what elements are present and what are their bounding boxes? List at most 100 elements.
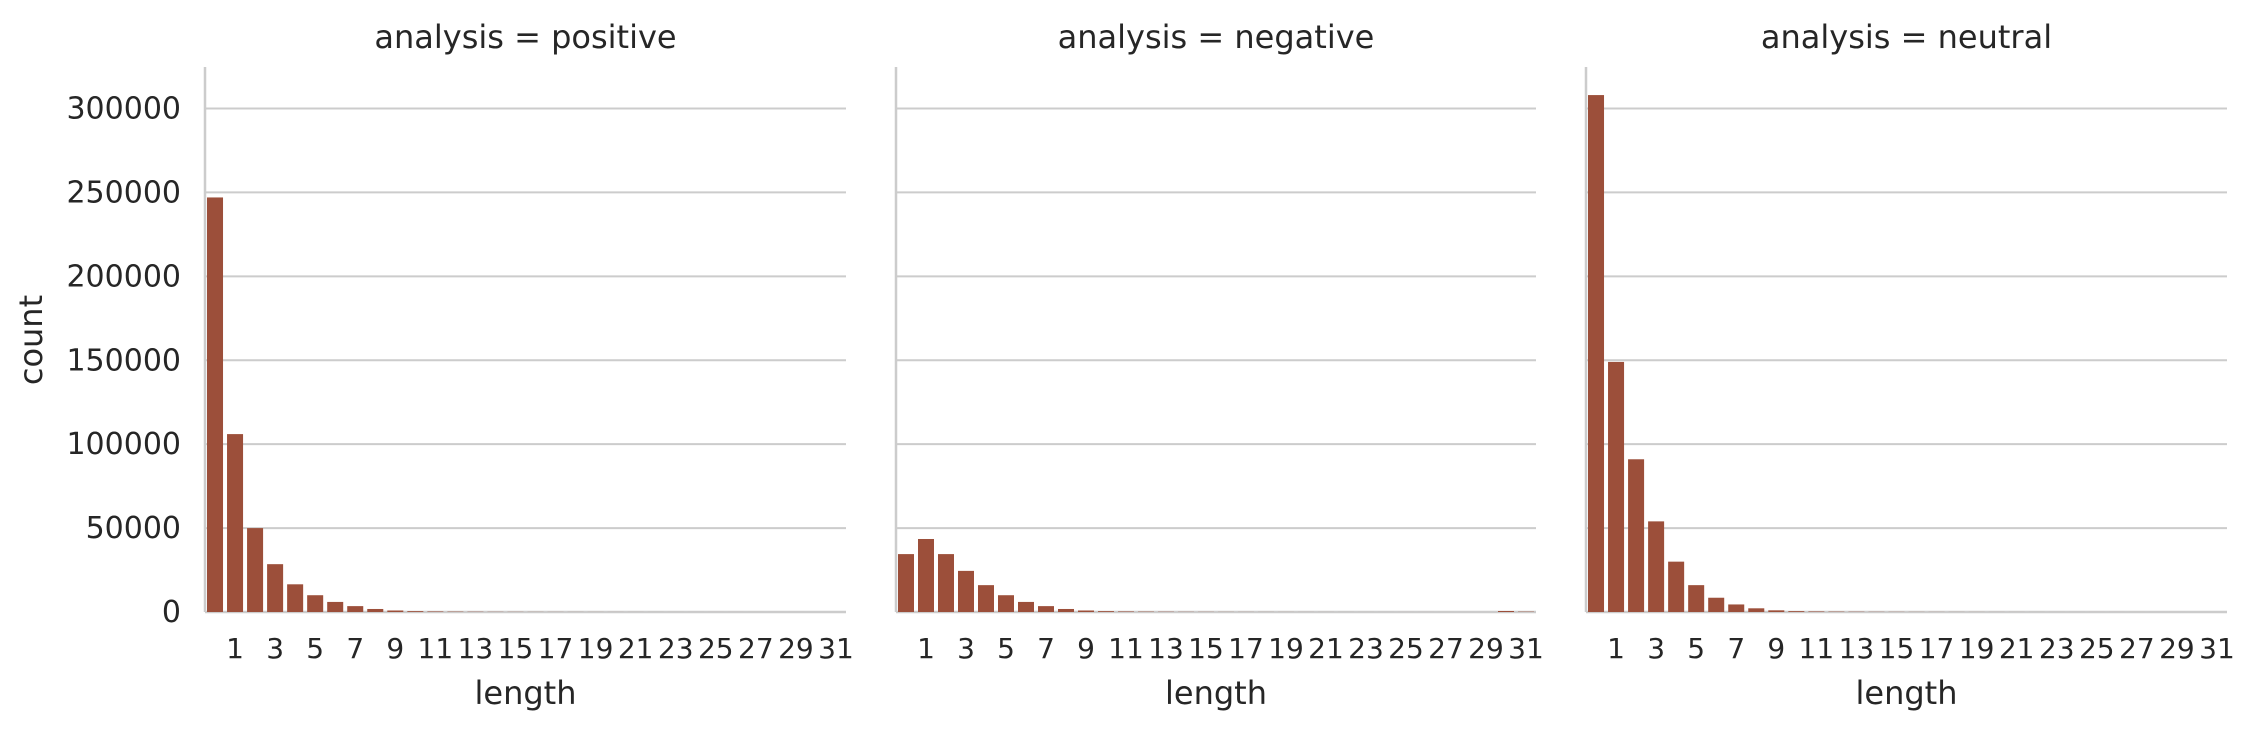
x-axis-label: length (1165, 674, 1267, 712)
x-tick-label: 5 (306, 632, 324, 665)
bar (287, 584, 304, 612)
x-tick-label: 9 (1767, 632, 1785, 665)
bar (347, 606, 364, 612)
bar (1728, 604, 1745, 612)
x-tick-label: 7 (1727, 632, 1745, 665)
bar (427, 611, 444, 612)
bar (998, 595, 1014, 612)
x-tick-label: 1 (1607, 632, 1625, 665)
x-tick-label: 31 (2199, 632, 2235, 665)
x-tick-label: 15 (1188, 632, 1224, 665)
x-tick-label: 19 (578, 632, 614, 665)
x-tick-label: 15 (1879, 632, 1915, 665)
bar (1058, 608, 1074, 612)
bar (367, 608, 384, 612)
bar (267, 564, 284, 612)
x-tick-label: 25 (2079, 632, 2115, 665)
x-tick-label: 23 (2039, 632, 2075, 665)
x-tick-label: 5 (997, 632, 1015, 665)
x-tick-label: 1 (917, 632, 935, 665)
bar (1748, 608, 1765, 612)
y-tick-label: 0 (162, 595, 181, 630)
facet-panel-2: 1 3 5 7 9 11 13 15 17 19 21 23 25 27 29 31lengthanalysi… (894, 18, 1544, 712)
x-tick-label: 3 (266, 632, 284, 665)
bar (1788, 611, 1805, 612)
facet-title: analysis = neutral (1761, 18, 2052, 56)
bar (1668, 561, 1685, 612)
x-tick-label: 11 (418, 632, 454, 665)
y-tick-label: 100000 (66, 427, 181, 462)
bar (1098, 611, 1114, 612)
facet-title: analysis = positive (374, 18, 676, 56)
x-tick-label: 13 (458, 632, 494, 665)
bar (1688, 585, 1705, 612)
bar (958, 570, 974, 612)
x-tick-label: 23 (658, 632, 694, 665)
facets: 1 3 5 7 9 11 13 15 17 19 21 23 25 27 29 31lengthanalysi… (66, 18, 2234, 712)
bar (918, 538, 934, 612)
x-tick-label: 29 (2159, 632, 2195, 665)
x-tick-label: 9 (1077, 632, 1095, 665)
bar (1118, 611, 1134, 612)
x-axis-label: length (1856, 674, 1958, 712)
bar (978, 585, 994, 612)
x-tick-label: 3 (1647, 632, 1665, 665)
x-tick-label: 13 (1839, 632, 1875, 665)
x-tick-label: 7 (1037, 632, 1055, 665)
bar (307, 595, 324, 612)
bar (1588, 95, 1605, 612)
x-tick-label: 21 (1308, 632, 1344, 665)
x-tick-label: 17 (1919, 632, 1955, 665)
x-tick-label: 1 (226, 632, 244, 665)
x-tick-label: 31 (818, 632, 854, 665)
bar (1648, 521, 1665, 612)
x-tick-label: 23 (1348, 632, 1384, 665)
x-tick-label: 19 (1268, 632, 1304, 665)
bar (1808, 611, 1825, 612)
bar (1768, 610, 1785, 612)
facet-panel-1: 1 3 5 7 9 11 13 15 17 19 21 23 25 27 29 31lengthanalysi… (66, 18, 853, 712)
x-tick-label: 27 (738, 632, 774, 665)
bar (1078, 610, 1094, 612)
x-tick-label: 9 (386, 632, 404, 665)
x-tick-label: 7 (346, 632, 364, 665)
bar (1628, 459, 1645, 612)
y-tick-label: 50000 (86, 511, 181, 546)
y-tick-label: 250000 (66, 175, 181, 210)
x-tick-label: 21 (618, 632, 654, 665)
bar (407, 611, 424, 612)
bar (898, 554, 914, 612)
x-tick-label: 25 (1388, 632, 1424, 665)
facet-panel-3: 1 3 5 7 9 11 13 15 17 19 21 23 25 27 29 31lengthanalysi… (1584, 18, 2235, 712)
y-tick-label: 200000 (66, 259, 181, 294)
bar (207, 197, 224, 612)
bar (1608, 361, 1625, 612)
y-tick-label: 150000 (66, 343, 181, 378)
bar (938, 554, 954, 612)
x-tick-label: 27 (2119, 632, 2155, 665)
x-tick-label: 29 (778, 632, 814, 665)
x-tick-label: 27 (1428, 632, 1464, 665)
x-tick-label: 19 (1959, 632, 1995, 665)
x-tick-label: 13 (1148, 632, 1184, 665)
bar (1498, 610, 1514, 612)
facet-title: analysis = negative (1058, 18, 1375, 56)
bar (327, 601, 344, 612)
x-tick-label: 5 (1687, 632, 1705, 665)
x-tick-label: 29 (1468, 632, 1504, 665)
x-tick-label: 15 (498, 632, 534, 665)
x-tick-label: 17 (538, 632, 574, 665)
bar (1018, 601, 1034, 612)
bar (387, 610, 404, 612)
x-tick-label: 31 (1508, 632, 1544, 665)
x-tick-label: 11 (1799, 632, 1835, 665)
bar (1708, 597, 1725, 612)
bar (247, 528, 264, 612)
x-tick-label: 17 (1228, 632, 1264, 665)
bar (1038, 606, 1054, 612)
bar (227, 434, 244, 612)
x-tick-label: 25 (698, 632, 734, 665)
x-tick-label: 3 (957, 632, 975, 665)
x-axis-label: length (475, 674, 577, 712)
